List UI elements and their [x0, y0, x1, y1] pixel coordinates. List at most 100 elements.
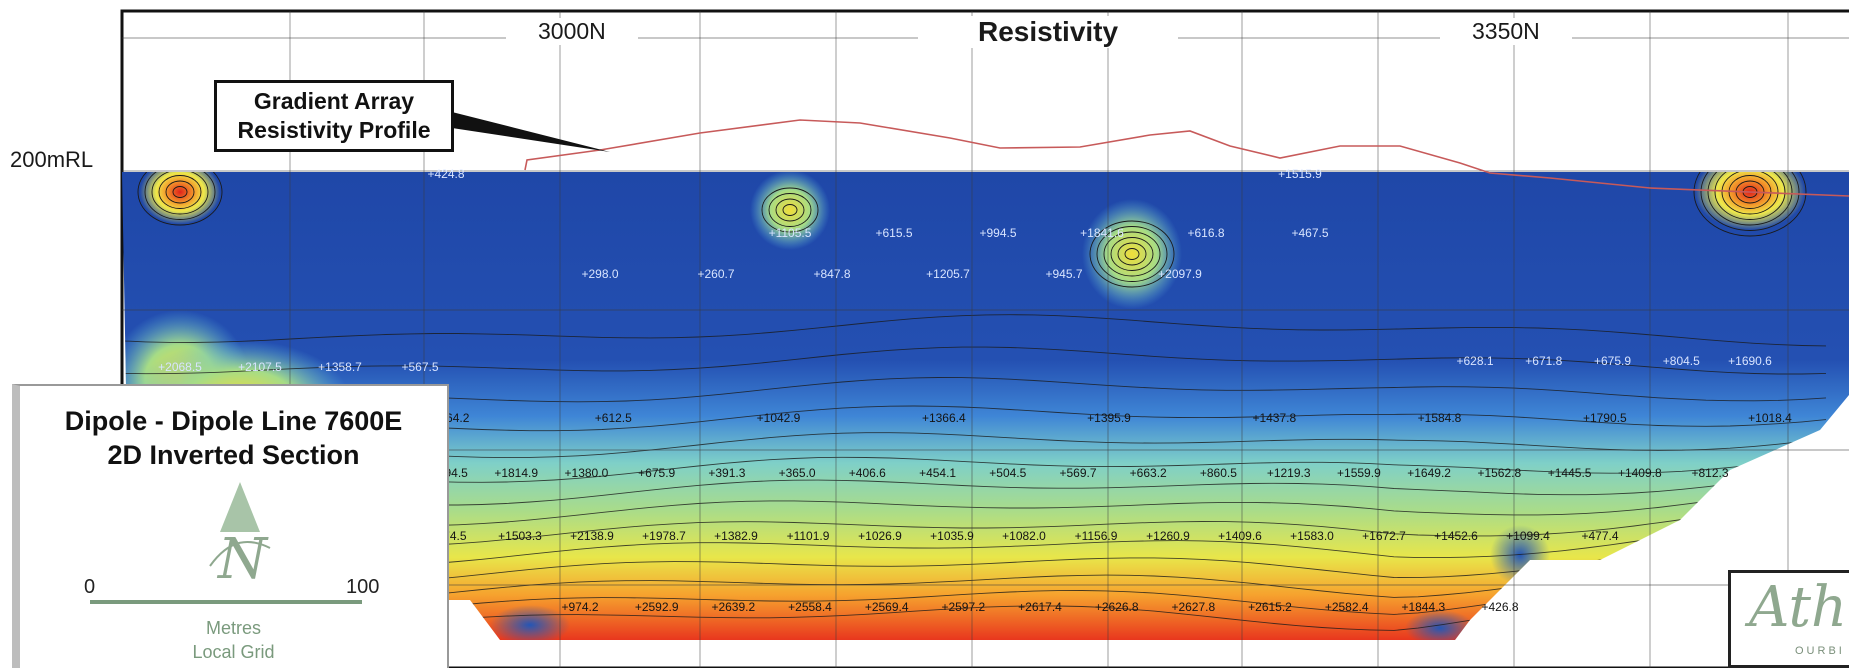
- data-label: +2097.9: [1158, 267, 1202, 281]
- data-label: +1445.5: [1548, 466, 1592, 480]
- anomaly-ring-0-4: [151, 172, 209, 215]
- data-label: +1018.4: [1748, 411, 1792, 425]
- anomaly-ring-0-6: [137, 172, 223, 226]
- data-label: +2138.9: [570, 529, 614, 543]
- data-label: +675.9: [638, 466, 675, 480]
- data-label: +847.8: [813, 267, 850, 281]
- anomaly-ring-1-5: [1714, 172, 1786, 220]
- anomaly-ring-2-2: [1117, 242, 1147, 266]
- data-label: +1559.9: [1337, 466, 1381, 480]
- contour-line-1: [122, 346, 1827, 375]
- data-label: +467.5: [1291, 226, 1328, 240]
- anomaly-ring-2-5: [1096, 226, 1168, 282]
- data-label: +2617.4: [1018, 600, 1062, 614]
- northing-label-3350n: 3350N: [1440, 18, 1572, 45]
- company-logo: Ath OURBI: [1728, 570, 1849, 668]
- scale-bar: [90, 600, 362, 604]
- data-label: +1409.8: [1618, 466, 1662, 480]
- data-label: +1219.3: [1267, 466, 1311, 480]
- data-label: +1814.9: [494, 466, 538, 480]
- legend-title: Dipole - Dipole Line 7600E 2D Inverted S…: [20, 404, 447, 472]
- anomaly-ring-1-6: [1707, 172, 1793, 226]
- data-label: +1156.9: [1075, 529, 1118, 543]
- data-label: +1583.0: [1290, 529, 1334, 543]
- data-label: +1260.9: [1146, 529, 1190, 543]
- data-label: +1099.4: [1506, 529, 1550, 543]
- data-label: +1844.3: [1401, 600, 1445, 614]
- data-label: +2615.2: [1248, 600, 1292, 614]
- data-label: +671.8: [1525, 354, 1562, 368]
- data-label: +1452.6: [1434, 529, 1478, 543]
- anomaly-ring-1-7: [1700, 172, 1800, 231]
- data-label: +2582.4: [1325, 600, 1369, 614]
- data-label: +504.5: [989, 466, 1026, 480]
- data-label: +1101.9: [787, 529, 830, 543]
- section-frame: [120, 9, 1849, 668]
- anomaly-ring-0-2: [165, 180, 195, 204]
- data-label: +298.0: [581, 267, 618, 281]
- data-label: +569.7: [1059, 466, 1096, 480]
- data-label: +1503.3: [498, 529, 542, 543]
- data-label: +2558.4: [788, 600, 832, 614]
- data-label: +812.3: [1691, 466, 1728, 480]
- data-label: +1035.9: [930, 529, 974, 543]
- data-label: +945.7: [1045, 267, 1082, 281]
- data-label: +426.8: [1481, 600, 1518, 614]
- data-label: +675.9: [1594, 354, 1631, 368]
- data-label: +1649.2: [1407, 466, 1451, 480]
- callout-pointer: [452, 112, 610, 152]
- data-label: +1026.9: [858, 529, 902, 543]
- scale-min: 0: [84, 576, 96, 598]
- gradient-array-callout: Gradient Array Resistivity Profile: [214, 80, 454, 152]
- anomaly-ring-0-1: [172, 186, 188, 198]
- data-label: +1382.9: [714, 529, 758, 543]
- logo-script-text: Ath: [1749, 575, 1848, 640]
- data-label: +1380.0: [565, 466, 609, 480]
- anomaly-ring-3-1: [782, 204, 798, 216]
- data-label: +454.1: [919, 466, 956, 480]
- scale-grid: Local Grid: [192, 642, 275, 662]
- northing-label-3000n: 3000N: [506, 18, 638, 45]
- data-label: +424.8: [427, 167, 464, 181]
- data-label: +860.5: [1200, 466, 1237, 480]
- data-label: +663.2: [1130, 466, 1167, 480]
- data-label: +567.5: [401, 360, 438, 374]
- data-label: +612.5: [595, 411, 632, 425]
- data-label: +2569.4: [865, 600, 909, 614]
- section-legend: Dipole - Dipole Line 7600E 2D Inverted S…: [12, 384, 449, 668]
- contour-line-0: [122, 314, 1827, 347]
- data-label: +2639.2: [711, 600, 755, 614]
- data-label: +974.2: [561, 600, 598, 614]
- data-label: +1790.5: [1583, 411, 1627, 425]
- svg-text:N: N: [216, 527, 269, 588]
- logo-subtext: OURBI: [1795, 645, 1845, 657]
- anomaly-ring-3-3: [768, 193, 812, 227]
- anomaly-ring-1-8: [1693, 172, 1807, 237]
- callout-line-1: Gradient Array: [253, 88, 415, 114]
- data-label: +1584.8: [1418, 411, 1462, 425]
- data-label: +615.5: [875, 226, 912, 240]
- anomaly-ring-3-2: [775, 198, 805, 222]
- data-label: +1690.6: [1728, 354, 1772, 368]
- data-label: +1082.0: [1002, 529, 1046, 543]
- data-label: +1409.6: [1218, 529, 1262, 543]
- anomaly-ring-2-6: [1089, 220, 1175, 288]
- anomaly-ring-0-3: [158, 175, 202, 209]
- legend-title-line-1: Dipole - Dipole Line 7600E: [64, 406, 403, 436]
- data-label: +1437.8: [1252, 411, 1296, 425]
- data-label: +365.0: [779, 466, 816, 480]
- data-label: +1366.4: [922, 411, 966, 425]
- anomaly-ring-2-4: [1103, 231, 1161, 277]
- data-label: +1562.8: [1477, 466, 1521, 480]
- data-label: +2107.5: [238, 360, 282, 374]
- elevation-label: 200mRL: [10, 147, 94, 172]
- data-label: +1395.9: [1087, 411, 1131, 425]
- data-label: +994.5: [979, 226, 1016, 240]
- data-label: +1105.5: [769, 226, 812, 240]
- anomaly-ring-0-5: [144, 172, 216, 220]
- data-label: +2068.5: [158, 360, 202, 374]
- anomaly-ring-2-1: [1124, 248, 1140, 260]
- scale-unit: Metres: [205, 618, 261, 638]
- north-arrow-icon: N: [209, 482, 271, 588]
- chart-title: Resistivity: [918, 16, 1179, 48]
